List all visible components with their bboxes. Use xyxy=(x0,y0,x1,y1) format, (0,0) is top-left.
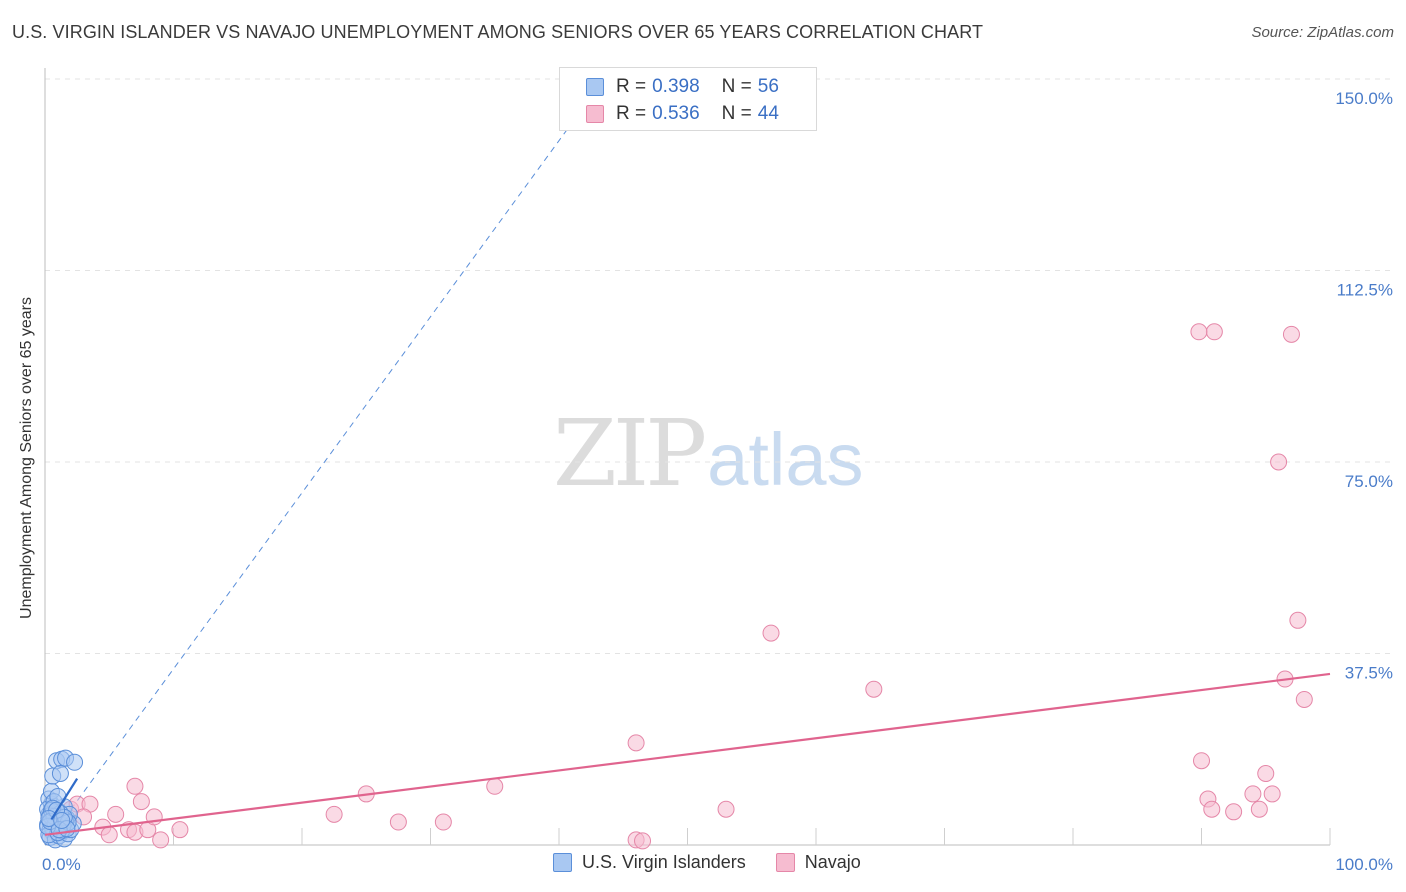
chart-title: U.S. VIRGIN ISLANDER VS NAVAJO UNEMPLOYM… xyxy=(12,22,984,42)
source-label: Source: ZipAtlas.com xyxy=(1251,24,1394,41)
legend-n-value: 44 xyxy=(757,103,779,124)
axes xyxy=(44,68,1331,846)
navajo-point xyxy=(434,813,452,831)
navajo-point xyxy=(1190,323,1208,341)
navajo-point xyxy=(325,805,343,823)
trend-dashed-layer xyxy=(44,78,605,846)
navajo-point xyxy=(634,832,652,850)
y-tick-label: 150.0% xyxy=(1335,89,1393,108)
navajo-point xyxy=(1295,690,1313,708)
navajo-points xyxy=(46,323,1313,850)
navajo-point xyxy=(1250,800,1268,818)
virgin-islander-point xyxy=(66,753,84,771)
legend-swatch-blue xyxy=(553,853,572,872)
virgin-islander-trend-line xyxy=(50,778,79,821)
navajo-trend-line xyxy=(44,672,1331,836)
navajo-point xyxy=(762,624,780,642)
navajo-point xyxy=(100,826,118,844)
navajo-point xyxy=(171,821,189,839)
navajo-point xyxy=(1257,765,1275,783)
legend-label-navajo: Navajo xyxy=(804,852,861,872)
legend-swatch-blue xyxy=(586,78,604,96)
watermark-atlas: atlas xyxy=(707,418,864,501)
virgin-islander-trend-extended xyxy=(44,78,605,846)
virgin-islander-point xyxy=(51,765,69,783)
legend-label-virgin-islanders: U.S. Virgin Islanders xyxy=(582,852,746,872)
y-tick-label: 112.5% xyxy=(1337,281,1393,300)
y-tick-label: 37.5% xyxy=(1345,664,1393,683)
legend-swatch-pink xyxy=(586,105,604,123)
navajo-point xyxy=(1263,785,1281,803)
watermark-zip: ZIP xyxy=(553,400,707,507)
legend-row-virgin-islanders: R = 0.398 N = 56 xyxy=(586,75,779,99)
x-tick-label: 100.0% xyxy=(1335,855,1393,874)
tick-labels: 37.5% 75.0% 112.5% 150.0% 0.0% 100.0% xyxy=(42,89,1393,874)
virgin-islander-point xyxy=(53,811,71,829)
navajo-point xyxy=(132,793,150,811)
correlation-legend: R = 0.398 N = 56 R = 0.536 N = 44 xyxy=(559,67,817,131)
y-tick-label: 75.0% xyxy=(1345,472,1393,491)
series-legend: U.S. Virgin Islanders Navajo xyxy=(553,852,891,873)
navajo-point xyxy=(107,805,125,823)
navajo-point xyxy=(1225,803,1243,821)
navajo-point xyxy=(126,777,144,795)
legend-swatch-pink xyxy=(775,853,795,872)
watermark: ZIPatlas xyxy=(553,400,863,507)
navajo-point xyxy=(1205,323,1223,341)
navajo-point xyxy=(1289,611,1307,629)
trend-lines xyxy=(44,672,1331,836)
navajo-point xyxy=(717,800,735,818)
legend-item-navajo: Navajo xyxy=(775,852,861,873)
legend-n-value: 56 xyxy=(757,76,779,97)
legend-n-label: N = xyxy=(721,76,752,97)
navajo-point xyxy=(389,813,407,831)
navajo-point xyxy=(1282,325,1300,343)
navajo-point xyxy=(486,777,504,795)
legend-n-label: N = xyxy=(721,103,752,124)
navajo-point xyxy=(1193,752,1210,770)
legend-r-value: 0.398 xyxy=(652,76,700,97)
legend-r-label: R = xyxy=(616,103,647,124)
legend-item-virgin-islanders: U.S. Virgin Islanders xyxy=(553,852,746,873)
x-tick-label: 0.0% xyxy=(42,855,81,874)
navajo-point xyxy=(865,680,883,698)
navajo-point xyxy=(1270,453,1288,471)
navajo-point xyxy=(627,734,645,752)
legend-r-label: R = xyxy=(616,76,647,97)
navajo-point xyxy=(1244,785,1262,803)
legend-r-value: 0.536 xyxy=(652,103,700,124)
legend-row-navajo: R = 0.536 N = 44 xyxy=(586,102,779,126)
navajo-point xyxy=(152,831,170,849)
navajo-point xyxy=(1203,800,1221,818)
